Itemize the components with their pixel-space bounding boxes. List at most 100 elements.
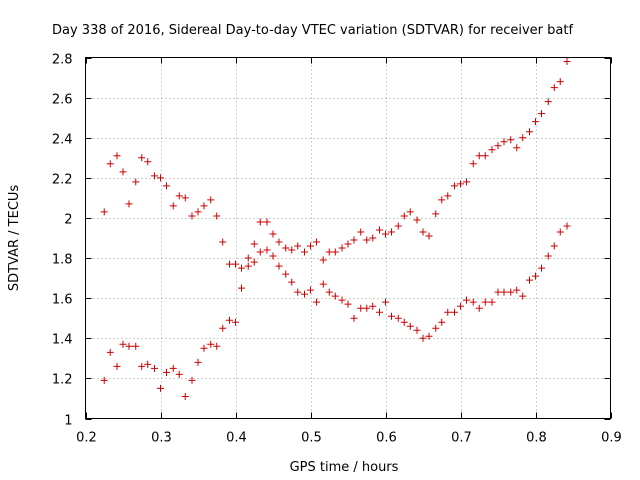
- data-point-upper: [238, 264, 245, 272]
- x-tick-label: 0.5: [301, 431, 322, 446]
- data-point-lower: [363, 304, 371, 312]
- data-point-upper: [413, 216, 421, 224]
- data-point-lower: [388, 312, 395, 320]
- data-point-upper: [331, 248, 339, 256]
- data-point-upper: [132, 178, 140, 186]
- data-point-lower: [400, 318, 408, 326]
- data-point-upper: [432, 210, 440, 218]
- data-point-lower: [325, 288, 333, 296]
- data-point-upper: [294, 242, 302, 250]
- data-point-lower: [319, 280, 327, 288]
- data-point-lower: [406, 322, 414, 330]
- data-point-upper: [382, 230, 389, 238]
- data-point-upper: [325, 248, 333, 256]
- data-point-lower: [357, 304, 365, 312]
- data-point-upper: [163, 182, 170, 190]
- data-point-upper: [406, 208, 414, 216]
- data-point-lower: [307, 286, 314, 294]
- data-point-lower: [288, 278, 296, 286]
- data-point-upper: [263, 218, 271, 226]
- data-point-lower: [294, 288, 302, 296]
- data-point-lower: [513, 286, 521, 294]
- y-tick-label: 1.2: [52, 373, 73, 388]
- data-point-lower: [451, 308, 458, 316]
- data-point-lower: [238, 284, 245, 292]
- data-point-lower: [250, 258, 258, 266]
- data-point-lower: [125, 342, 133, 350]
- data-point-lower: [463, 296, 470, 304]
- data-point-lower: [106, 348, 114, 356]
- data-point-lower: [301, 290, 308, 298]
- data-point-lower: [263, 246, 271, 254]
- data-point-upper: [275, 238, 283, 246]
- data-point-upper: [344, 240, 352, 248]
- data-point-upper: [125, 200, 133, 208]
- data-point-upper: [106, 160, 114, 168]
- data-point-upper: [338, 244, 346, 252]
- x-tick-label: 0.4: [226, 431, 247, 446]
- data-point-upper: [500, 138, 508, 146]
- data-point-upper: [513, 144, 521, 152]
- data-point-lower: [113, 362, 121, 370]
- data-point-upper: [419, 228, 427, 236]
- data-point-upper: [519, 134, 527, 142]
- data-point-upper: [488, 146, 496, 154]
- data-point-upper: [563, 58, 571, 66]
- data-point-lower: [369, 302, 377, 310]
- data-point-upper: [469, 160, 477, 168]
- data-point-upper: [269, 230, 277, 238]
- data-point-lower: [313, 298, 320, 306]
- data-point-upper: [357, 228, 365, 236]
- y-tick-labels: 1 1.2 1.4 1.6 1.8 2 2.2 2.4 2.6 2.8: [52, 53, 73, 429]
- x-tick-label: 0.7: [451, 431, 472, 446]
- data-point-lower: [444, 308, 452, 316]
- data-point-upper: [207, 196, 215, 204]
- data-point-lower: [169, 364, 177, 372]
- x-tick-label: 0.9: [601, 431, 622, 446]
- data-point-lower: [269, 252, 277, 260]
- data-point-upper: [157, 174, 164, 182]
- data-point-lower: [338, 296, 346, 304]
- data-point-upper: [388, 228, 395, 236]
- data-point-upper: [363, 236, 371, 244]
- data-point-upper: [538, 110, 545, 118]
- data-point-lower: [244, 254, 252, 262]
- data-point-lower: [138, 362, 146, 370]
- data-point-lower: [481, 298, 489, 306]
- data-point-lower: [457, 302, 464, 310]
- data-point-lower: [488, 298, 496, 306]
- data-point-upper: [350, 236, 358, 244]
- x-tick-labels: 0.2 0.3 0.4 0.5 0.6 0.7 0.8 0.9: [76, 431, 622, 446]
- data-point-upper: [250, 240, 258, 248]
- data-point-lower: [469, 298, 477, 306]
- y-tick-label: 1.8: [52, 253, 73, 268]
- data-point-upper: [425, 232, 433, 240]
- data-point-lower: [282, 270, 290, 278]
- data-point-upper: [532, 118, 539, 126]
- data-point-lower: [475, 304, 483, 312]
- y-tick-label: 1.4: [52, 333, 73, 348]
- y-tick-label: 2.6: [52, 93, 73, 108]
- data-point-lower: [157, 384, 164, 392]
- data-point-upper: [175, 192, 183, 200]
- data-point-lower: [181, 392, 189, 400]
- data-points: [100, 58, 571, 400]
- data-point-upper: [119, 168, 127, 176]
- data-point-upper: [494, 142, 502, 150]
- data-point-upper: [181, 194, 189, 202]
- data-point-lower: [419, 334, 427, 342]
- data-point-upper: [100, 208, 108, 216]
- data-point-lower: [526, 276, 533, 284]
- data-point-upper: [288, 246, 296, 254]
- y-axis-title: SDTVAR / TECUs: [7, 185, 22, 292]
- y-tick-label: 1.6: [52, 293, 73, 308]
- data-point-upper: [188, 212, 196, 220]
- data-point-upper: [451, 182, 458, 190]
- data-point-lower: [500, 288, 508, 296]
- data-point-upper: [463, 178, 470, 186]
- data-point-upper: [369, 234, 377, 242]
- data-point-lower: [350, 314, 358, 322]
- data-point-lower: [344, 300, 352, 308]
- data-point-upper: [481, 152, 489, 160]
